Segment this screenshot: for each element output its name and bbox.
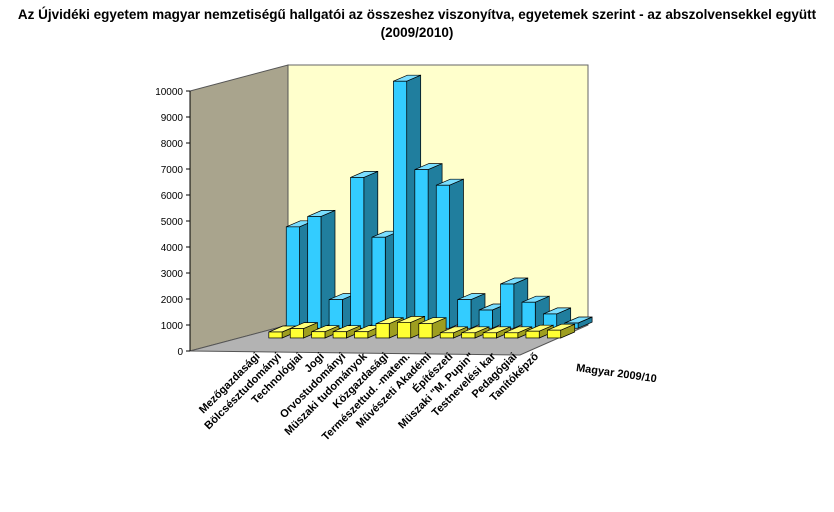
bar <box>268 331 283 339</box>
bar <box>285 226 300 329</box>
y-tick-label: 0 <box>177 347 183 358</box>
bar <box>371 236 386 329</box>
chart-title: Az Újvidéki egyetem magyar nemzetiségű h… <box>17 7 817 40</box>
bar <box>332 331 347 339</box>
chart-side-wall <box>189 64 289 352</box>
bar <box>547 329 562 339</box>
bar <box>350 177 365 329</box>
y-tick-label: 8000 <box>161 139 184 150</box>
bar <box>375 323 390 339</box>
bar <box>482 332 497 339</box>
bar <box>521 301 536 329</box>
y-tick-label: 7000 <box>161 165 184 176</box>
y-tick-label: 3000 <box>161 269 184 280</box>
bar <box>525 330 540 339</box>
bar <box>504 332 519 339</box>
bar <box>414 169 429 329</box>
bar <box>435 184 450 329</box>
bar <box>354 331 369 339</box>
y-tick-label: 4000 <box>161 243 184 254</box>
y-tick-label: 1000 <box>161 321 184 332</box>
series-axis-label: Magyar 2009/10 <box>575 362 657 385</box>
bar <box>461 332 476 339</box>
bar <box>457 299 472 329</box>
bar <box>418 323 433 339</box>
bar <box>397 322 412 339</box>
y-tick-label: 2000 <box>161 295 184 306</box>
bar <box>500 283 515 329</box>
bar <box>311 331 326 339</box>
y-tick-label: 9000 <box>161 113 184 124</box>
bar <box>439 332 454 339</box>
bar <box>289 328 304 339</box>
bar <box>328 299 343 329</box>
y-tick-label: 10000 <box>155 87 183 98</box>
bar <box>307 216 322 329</box>
bar <box>478 309 493 329</box>
y-tick-label: 6000 <box>161 191 184 202</box>
y-tick-label: 5000 <box>161 217 184 228</box>
bar <box>393 80 408 329</box>
